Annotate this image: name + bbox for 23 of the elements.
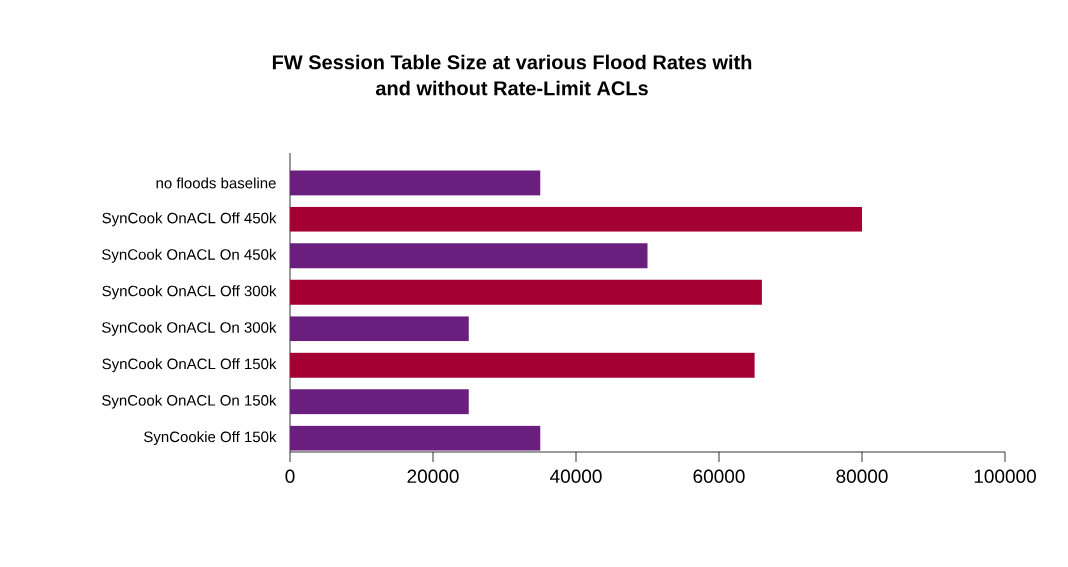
bar [290,352,755,378]
x-tick-label: 0 [285,469,295,483]
y-tick-label: SynCook OnACL Off 450k [102,212,277,227]
y-tick-label: SynCookie Off 150k [144,431,277,446]
x-tick-label: 80000 [836,469,888,483]
chart-title: FW Session Table Size at various Flood Rates with and without Rate-Limit ACLs [272,54,752,96]
y-tick-label: SynCook OnACL Off 300k [102,285,277,300]
y-tick-label: SynCook OnACL On 150k [102,394,277,409]
y-tick-label: SynCook OnACL On 300k [102,321,277,336]
bar [290,389,469,415]
bar [290,279,762,305]
bar [290,206,862,232]
y-tick-label: SynCook OnACL On 450k [102,248,277,263]
y-tick-label: SynCook OnACL Off 150k [102,358,277,373]
x-tick-label: 20000 [407,469,459,483]
bar [290,170,541,196]
x-tick-label: 100000 [974,469,1036,483]
bar [290,425,541,451]
x-tick-label: 40000 [550,469,602,483]
bar [290,243,648,269]
bar [290,316,469,342]
y-tick-label: no floods baseline [156,177,276,189]
x-tick-label: 60000 [693,469,745,483]
